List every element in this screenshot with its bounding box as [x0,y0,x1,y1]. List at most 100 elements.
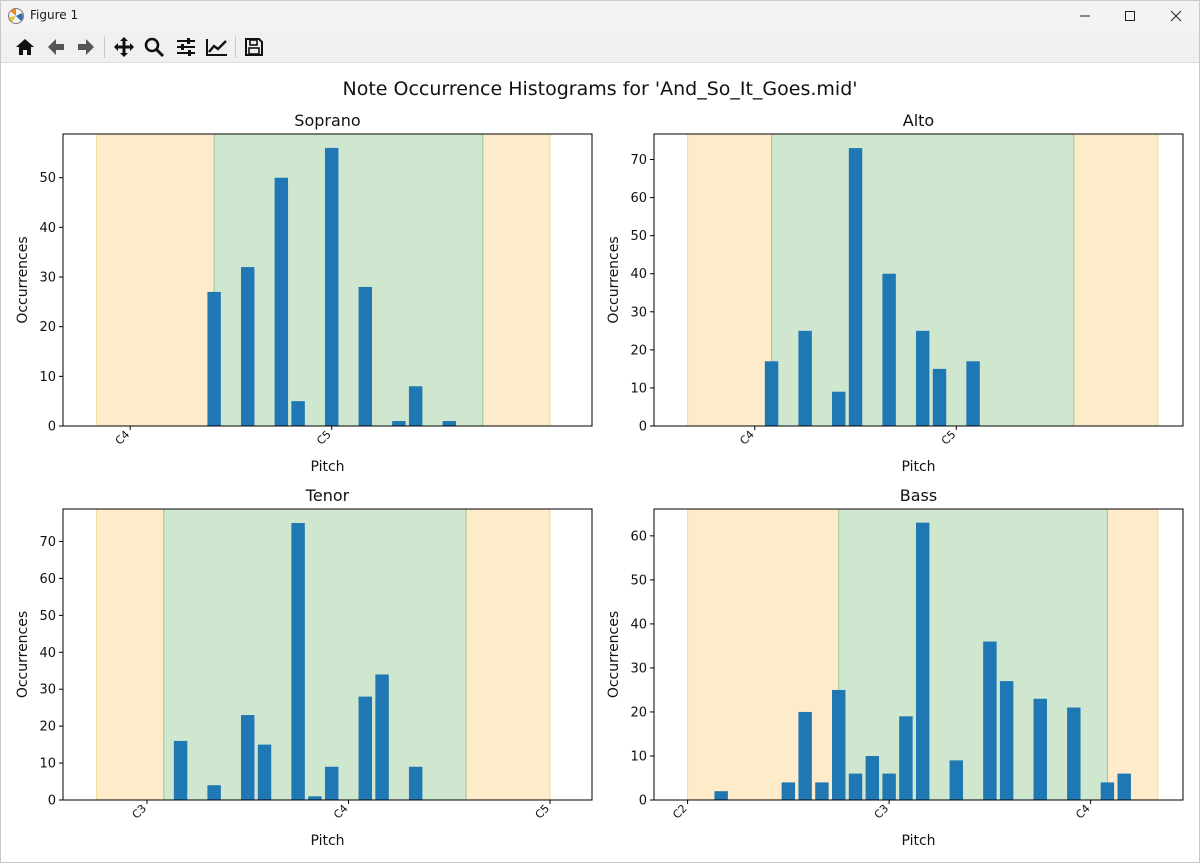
y-tick-label: 40 [630,617,647,632]
home-button[interactable] [12,35,38,59]
bar [358,696,373,800]
bar [241,267,255,426]
floppy-disk-icon [245,38,263,56]
y-tick-label: 20 [39,720,56,735]
subplot-alto: 0 10 20 30 40 50 60 70 C4 C5 Alto Pitch Occurrences [606,111,1184,475]
x-tick-label: C4 [1073,802,1093,822]
axes-frame [62,508,593,801]
bar [408,386,423,426]
bar [882,773,896,800]
bar [798,711,812,800]
bar [1033,698,1047,800]
y-tick-label: 10 [630,381,647,396]
subplot-title: Bass [900,486,937,505]
bar [932,368,947,426]
pan-button[interactable] [111,35,137,59]
bar [291,401,305,426]
bar [207,785,221,800]
bar [442,421,456,426]
back-button[interactable] [43,35,69,59]
bar [1100,782,1115,800]
x-tick-label: C3 [130,802,150,822]
bar [915,330,930,426]
bar [207,291,221,426]
bar [375,674,389,800]
y-tick-label: 50 [630,229,647,244]
magnifier-icon [144,37,165,58]
bar [291,523,305,800]
y-tick-label: 0 [639,420,647,435]
y-tick-label: 10 [630,749,647,764]
subplot-tenor: 0 10 20 30 40 50 60 70 C3 C4 C5 Tenor Pitch Occurrenc… [15,486,593,849]
x-tick-label: C5 [314,428,334,448]
bar [949,760,964,800]
axes-frame [653,133,1184,427]
close-button[interactable] [1153,0,1199,32]
subplot-soprano: 0 10 20 30 40 50 C4 C5 Soprano Pitch Occurrences [15,111,593,475]
bar [848,148,863,426]
sliders-icon [177,38,195,56]
window-title: Figure 1 [30,8,79,22]
histogram-figure: Note Occurrence Histograms for 'And_So_I… [15,78,1184,849]
bar [899,716,913,800]
x-tick-label: C5 [533,802,553,822]
y-tick-label: 70 [630,153,647,168]
toolbar-separator [235,36,236,58]
x-tick-label: C3 [872,802,892,822]
y-tick-label: 30 [630,661,647,676]
y-tick-label: 60 [630,191,647,206]
subplot-title: Tenor [305,486,350,505]
y-tick-label: 30 [39,271,56,286]
y-tick-label: 50 [630,573,647,588]
arrow-right-icon [78,39,94,55]
zoom-button[interactable] [141,35,167,59]
y-tick-label: 50 [39,171,56,186]
x-tick-label: C5 [939,428,959,448]
bar [358,286,373,426]
bar [983,641,997,800]
subplot-bass: 0 10 20 30 40 50 60 C2 C3 C4 Bass Pitch Occurrences [606,486,1184,849]
x-tick-label: C4 [331,802,351,822]
y-tick-label: 10 [39,757,56,772]
y-tick-label: 0 [639,794,647,809]
bar [865,755,880,800]
x-tick-label: C2 [670,802,690,822]
y-tick-label: 10 [39,370,56,385]
bar [173,740,188,800]
bar [714,791,728,800]
line-chart-icon [206,39,227,56]
matplotlib-app-icon [8,8,24,24]
y-axis-label: Occurrences [606,236,622,323]
bar [324,147,339,426]
y-tick-label: 60 [630,529,647,544]
bar [915,522,930,800]
minimize-icon [1080,15,1090,17]
bar [308,796,322,800]
bar [781,782,796,800]
y-tick-label: 30 [630,305,647,320]
x-axis-label: Pitch [901,833,935,849]
y-tick-label: 20 [39,320,56,335]
bar [832,391,846,426]
bar [408,766,423,800]
figure-suptitle: Note Occurrence Histograms for 'And_So_I… [343,78,858,100]
axes-frame [62,133,593,427]
navigation-toolbar [0,32,1200,63]
edit-axis-button[interactable] [204,35,230,59]
y-tick-label: 70 [39,535,56,550]
y-axis-label: Occurrences [15,611,31,698]
bar [257,744,272,800]
toolbar-separator [104,36,105,58]
subplot-title: Soprano [294,111,360,130]
maximize-button[interactable] [1107,0,1153,32]
configure-subplots-button[interactable] [173,35,199,59]
window-titlebar: Figure 1 [0,0,1200,32]
bar [832,689,846,800]
save-button[interactable] [241,35,267,59]
minimize-button[interactable] [1062,0,1108,32]
forward-button[interactable] [73,35,99,59]
bar [848,773,863,800]
bar [882,273,896,426]
x-axis-label: Pitch [901,459,935,475]
bar [1067,707,1081,800]
